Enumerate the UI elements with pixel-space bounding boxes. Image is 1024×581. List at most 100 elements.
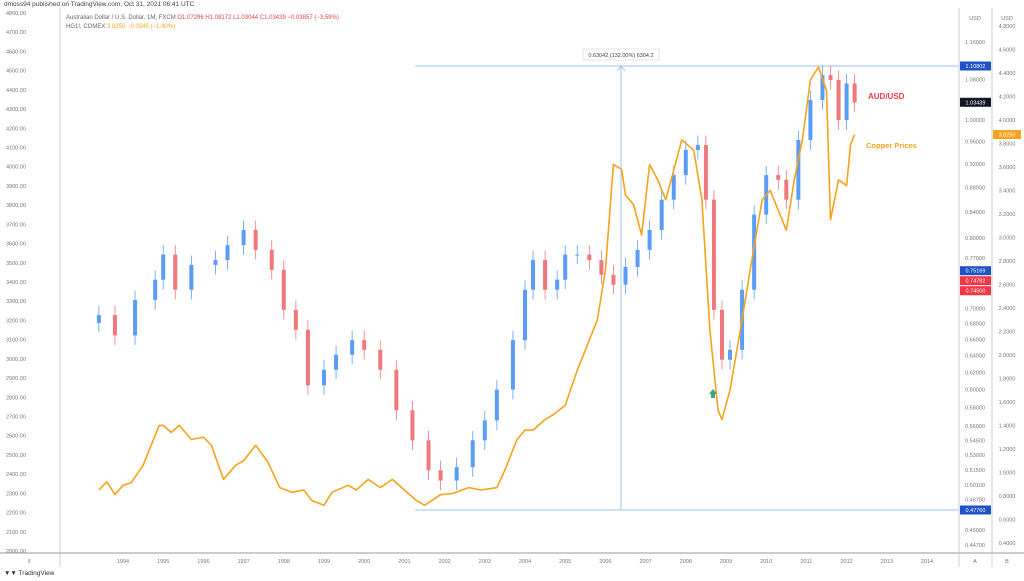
left-axis-tick: 3000.00 bbox=[6, 357, 26, 363]
axis-a-tick: 0.48700 bbox=[965, 498, 985, 504]
x-axis-tick: 2006 bbox=[599, 559, 611, 565]
axis-a-price-label: 1.10802 bbox=[966, 64, 986, 70]
axis-b-tick: 2.0000 bbox=[999, 353, 1016, 359]
candle-body bbox=[96, 315, 101, 324]
left-axis-scale-icon[interactable]: ⇕ bbox=[27, 558, 32, 565]
candle-body bbox=[153, 279, 158, 301]
left-axis-tick: 3800.00 bbox=[6, 203, 26, 209]
axis-b-tick: 1.6000 bbox=[999, 400, 1016, 406]
x-axis-tick: 1994 bbox=[117, 559, 129, 565]
candle-body bbox=[820, 75, 825, 100]
left-axis-tick: 4500.00 bbox=[6, 69, 26, 75]
left-axis-tick: 2700.00 bbox=[6, 415, 26, 421]
candle-body bbox=[543, 260, 548, 290]
x-axis-tick: 1995 bbox=[157, 559, 169, 565]
measure-arrow-icon bbox=[616, 65, 626, 72]
left-axis-tick: 3400.00 bbox=[6, 280, 26, 286]
left-axis-tick: 4600.00 bbox=[6, 49, 26, 55]
axis-b-tick: 2.4000 bbox=[999, 306, 1016, 312]
candle-body bbox=[225, 245, 230, 261]
candle-body bbox=[269, 249, 274, 270]
left-axis-tick: 4700.00 bbox=[6, 30, 26, 36]
axis-a-tick: 0.92000 bbox=[965, 162, 985, 168]
axis-b-tick: 1.4000 bbox=[999, 424, 1016, 430]
axis-a-name[interactable]: A bbox=[973, 559, 977, 565]
axis-b-tick: 3.8000 bbox=[999, 142, 1016, 148]
candle-body bbox=[241, 229, 246, 246]
candle-body bbox=[470, 440, 475, 468]
candle-body bbox=[752, 214, 757, 290]
x-axis-tick: 2004 bbox=[519, 559, 531, 565]
candle-body bbox=[808, 99, 813, 141]
candle-body bbox=[426, 440, 431, 471]
axis-b-tick: 0.4000 bbox=[999, 541, 1016, 547]
axis-a-tick: 0.54500 bbox=[965, 438, 985, 444]
axis-b-tick: 4.8000 bbox=[999, 24, 1016, 30]
measure-tool[interactable]: 0.63042 (132.00%) 6304.2 bbox=[415, 48, 959, 511]
candle-body bbox=[599, 260, 604, 275]
x-axis-tick: 2012 bbox=[840, 559, 852, 565]
axis-b-tick: 3.4000 bbox=[999, 189, 1016, 195]
green-arrow-marker bbox=[709, 389, 717, 398]
axis-a-tick: 0.53000 bbox=[965, 453, 985, 459]
axis-b-tick: 3.6000 bbox=[999, 165, 1016, 171]
axis-a-price-label: 0.74500 bbox=[966, 289, 986, 295]
candle-body bbox=[728, 349, 733, 360]
left-axis-tick: 2900.00 bbox=[6, 376, 26, 382]
axis-b-name[interactable]: B bbox=[1005, 559, 1009, 565]
axis-b-title: USD bbox=[1001, 16, 1013, 22]
series2-name: HG1!, COMEX bbox=[66, 24, 106, 30]
axis-a-tick: 0.80000 bbox=[965, 236, 985, 242]
axis-a-price-label: 0.74782 bbox=[966, 279, 986, 285]
candle-body bbox=[784, 179, 789, 200]
candle-body bbox=[683, 149, 688, 176]
candle-body bbox=[173, 254, 178, 290]
axis-a-tick: 0.60000 bbox=[965, 388, 985, 394]
left-axis-tick: 3500.00 bbox=[6, 261, 26, 267]
candle-body bbox=[635, 249, 640, 267]
candle-body bbox=[719, 309, 724, 360]
axis-b-price-label-bg bbox=[993, 130, 1021, 140]
axis-a-tick: 0.51500 bbox=[965, 468, 985, 474]
candle-body bbox=[281, 269, 286, 310]
axis-a-tick: 0.70000 bbox=[965, 306, 985, 312]
axis-a-title: USD bbox=[969, 16, 981, 22]
candle-body bbox=[828, 75, 833, 81]
left-axis-tick: 3600.00 bbox=[6, 242, 26, 248]
axis-a-tick: 0.46000 bbox=[965, 528, 985, 534]
candle-body bbox=[796, 140, 801, 200]
series2-quote: 3.8250 −0.0545 (−1.40%) bbox=[107, 24, 176, 30]
candle-body bbox=[703, 144, 708, 200]
candle-body bbox=[293, 309, 298, 330]
left-axis-tick: 2400.00 bbox=[6, 472, 26, 478]
axis-b-tick: 4.6000 bbox=[999, 48, 1016, 54]
axis-b-tick: 1.0000 bbox=[999, 471, 1016, 477]
axis-b-tick: 2.8000 bbox=[999, 259, 1016, 265]
left-axis-tick: 4800.00 bbox=[6, 11, 26, 17]
axis-a-tick: 0.44700 bbox=[965, 543, 985, 549]
candle-body bbox=[587, 254, 592, 261]
left-axis-tick: 2800.00 bbox=[6, 395, 26, 401]
axis-a-tick: 0.56000 bbox=[965, 424, 985, 430]
footer-brand: TradingView bbox=[18, 570, 55, 577]
candle-body bbox=[350, 340, 355, 355]
x-axis-tick: 2005 bbox=[559, 559, 571, 565]
aud-usd-annotation: AUD/USD bbox=[868, 92, 905, 101]
axis-a-tick: 0.84000 bbox=[965, 210, 985, 216]
candle-body bbox=[334, 354, 339, 370]
axis-a-price-label: 0.47760 bbox=[966, 508, 986, 514]
aud-usd-candles bbox=[96, 65, 857, 491]
axis-b-tick: 4.4000 bbox=[999, 71, 1016, 77]
x-axis-tick: 2007 bbox=[639, 559, 651, 565]
axis-a-tick: 0.96000 bbox=[965, 140, 985, 146]
candle-body bbox=[852, 83, 857, 103]
published-by-text: dmoss94 published on TradingView.com, Oc… bbox=[4, 1, 195, 8]
axis-b-tick: 1.8000 bbox=[999, 377, 1016, 383]
x-axis-tick: 1996 bbox=[197, 559, 209, 565]
candle-body bbox=[611, 274, 616, 285]
axis-b-tick: 2.2000 bbox=[999, 330, 1016, 336]
tradingview-logo[interactable]: ▼▼ TradingView bbox=[4, 570, 55, 577]
x-axis-tick: 2014 bbox=[921, 559, 933, 565]
candle-body bbox=[695, 144, 700, 150]
